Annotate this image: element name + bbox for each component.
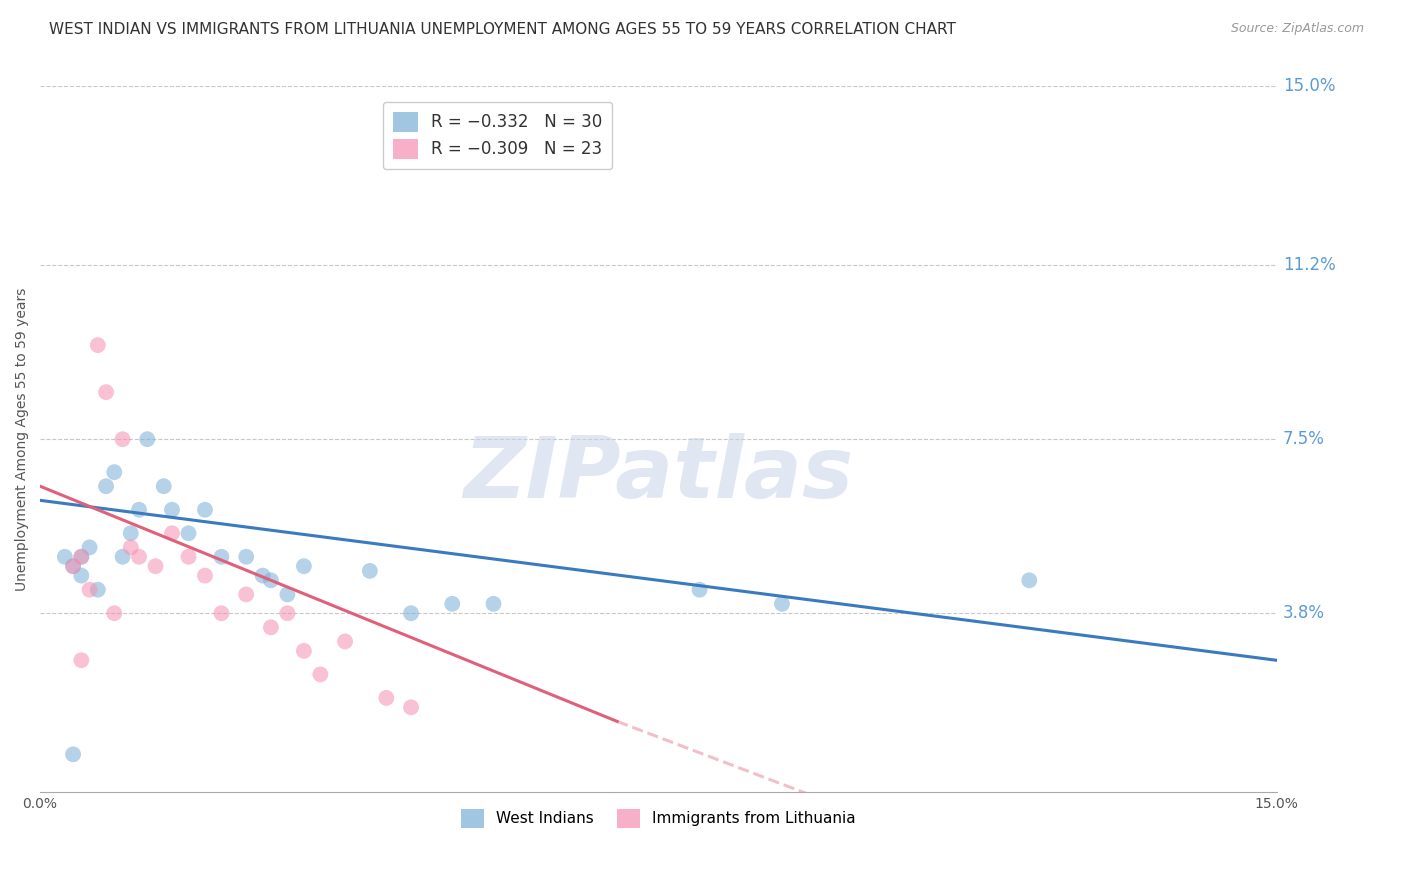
Point xyxy=(260,574,283,588)
Text: 7.5%: 7.5% xyxy=(1282,430,1324,448)
Text: 3.8%: 3.8% xyxy=(1282,604,1324,623)
Point xyxy=(94,385,117,400)
Point xyxy=(152,479,174,493)
Point xyxy=(194,502,217,516)
Point xyxy=(79,541,101,555)
Point xyxy=(103,465,125,479)
Point xyxy=(128,502,150,516)
Point xyxy=(399,606,422,620)
Point xyxy=(260,620,283,634)
Legend: West Indians, Immigrants from Lithuania: West Indians, Immigrants from Lithuania xyxy=(456,803,862,834)
Point xyxy=(177,526,200,541)
Point xyxy=(252,568,274,582)
Point xyxy=(62,559,84,574)
Point xyxy=(136,432,159,446)
Point xyxy=(111,549,134,564)
Point xyxy=(441,597,464,611)
Point xyxy=(333,634,356,648)
Point xyxy=(128,549,150,564)
Point xyxy=(292,644,315,658)
Y-axis label: Unemployment Among Ages 55 to 59 years: Unemployment Among Ages 55 to 59 years xyxy=(15,287,30,591)
Point xyxy=(235,549,257,564)
Point xyxy=(87,582,110,597)
Point xyxy=(276,606,298,620)
Point xyxy=(399,700,422,714)
Point xyxy=(689,582,711,597)
Point xyxy=(160,502,183,516)
Point xyxy=(309,667,332,681)
Point xyxy=(145,559,167,574)
Point xyxy=(70,549,93,564)
Point xyxy=(160,526,183,541)
Point xyxy=(103,606,125,620)
Point xyxy=(482,597,505,611)
Point xyxy=(120,541,142,555)
Text: Source: ZipAtlas.com: Source: ZipAtlas.com xyxy=(1230,22,1364,36)
Point xyxy=(79,582,101,597)
Point xyxy=(70,549,93,564)
Point xyxy=(177,549,200,564)
Point xyxy=(94,479,117,493)
Text: ZIPatlas: ZIPatlas xyxy=(463,433,853,516)
Point xyxy=(770,597,793,611)
Point xyxy=(87,338,110,352)
Point xyxy=(111,432,134,446)
Point xyxy=(70,568,93,582)
Point xyxy=(292,559,315,574)
Point xyxy=(62,559,84,574)
Point xyxy=(235,587,257,601)
Point xyxy=(276,587,298,601)
Point xyxy=(194,568,217,582)
Text: WEST INDIAN VS IMMIGRANTS FROM LITHUANIA UNEMPLOYMENT AMONG AGES 55 TO 59 YEARS : WEST INDIAN VS IMMIGRANTS FROM LITHUANIA… xyxy=(49,22,956,37)
Text: 11.2%: 11.2% xyxy=(1282,256,1336,274)
Point xyxy=(359,564,381,578)
Point xyxy=(53,549,76,564)
Point xyxy=(1018,574,1040,588)
Text: 15.0%: 15.0% xyxy=(1282,78,1336,95)
Point xyxy=(62,747,84,762)
Point xyxy=(375,690,398,705)
Point xyxy=(211,606,233,620)
Point xyxy=(70,653,93,667)
Point xyxy=(211,549,233,564)
Point xyxy=(120,526,142,541)
